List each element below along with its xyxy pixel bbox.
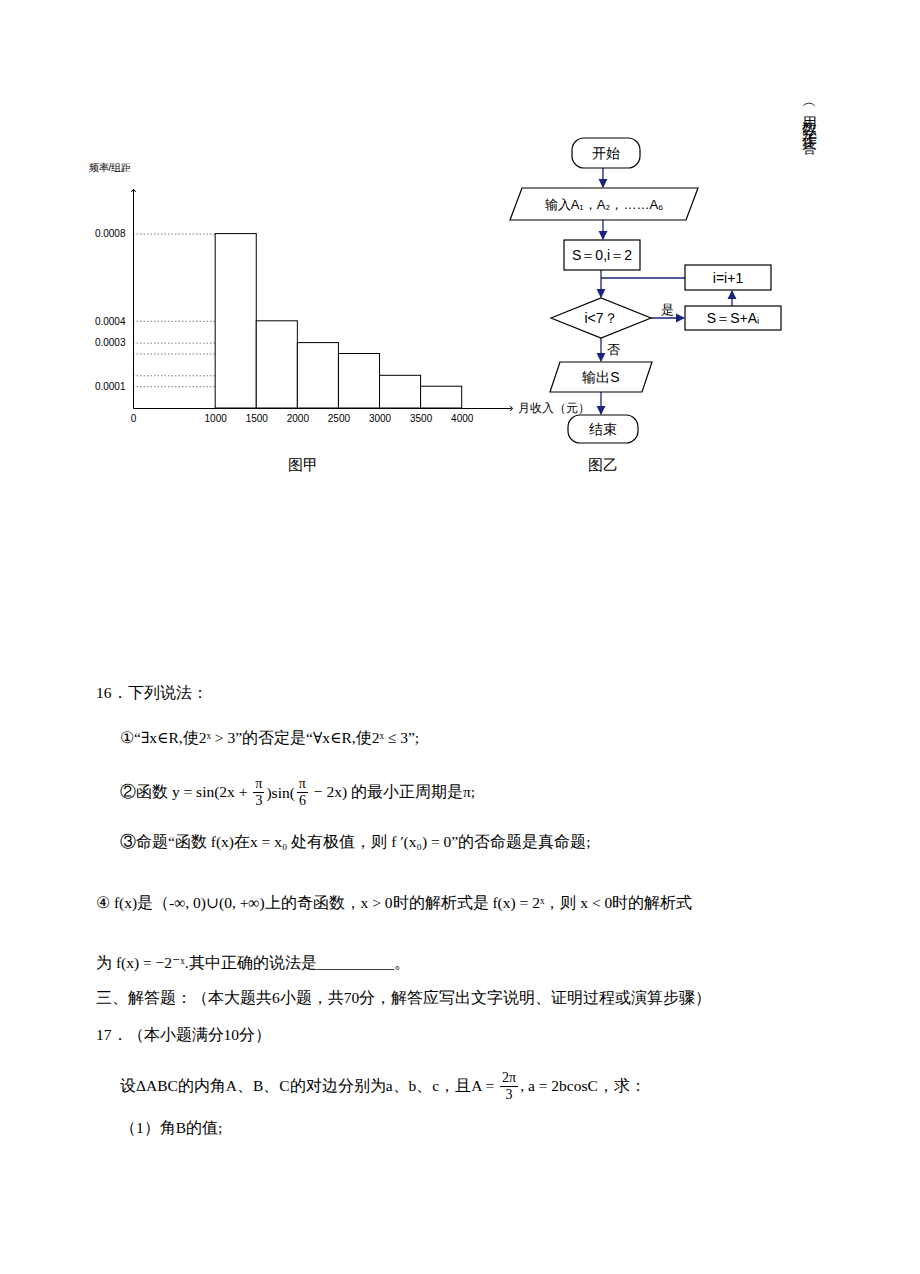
html-text:3: 3 [505, 1087, 513, 1103]
svg-text:3500: 3500 [410, 413, 433, 424]
svg-text:0: 0 [131, 413, 137, 424]
svg-text:0.0008: 0.0008 [95, 228, 126, 239]
svg-text:0.0001: 0.0001 [95, 381, 126, 392]
html-text:④ f(x)是（-∞, 0)∪(0, +∞)上的奇函数，x: ④ f(x)是（-∞, 0)∪(0, +∞)上的奇函数，x > 0时的解析式是 … [96, 894, 693, 911]
html-text:①“∃x∈R,使2ˣ > 3”的否定是“∀x∈R,使2ˣ ≤: ①“∃x∈R,使2ˣ > 3”的否定是“∀x∈R,使2ˣ ≤ 3”; [120, 729, 420, 746]
svg-text:开始: 开始 [592, 145, 620, 161]
html-text:图乙: 图乙 [588, 457, 618, 473]
svg-text:频率/组距: 频率/组距 [89, 162, 132, 173]
svg-text:i<7？: i<7？ [584, 310, 617, 326]
svg-text:S＝S+Aᵢ: S＝S+Aᵢ [707, 310, 759, 326]
svg-text:是: 是 [661, 302, 674, 317]
svg-text:3000: 3000 [369, 413, 392, 424]
svg-text:2000: 2000 [287, 413, 310, 424]
svg-text:S＝0,i＝2: S＝0,i＝2 [572, 247, 632, 263]
svg-text:1500: 1500 [246, 413, 269, 424]
svg-text:0.0003: 0.0003 [95, 337, 126, 348]
svg-text:月收入（元）: 月收入（元） [518, 401, 584, 415]
html-text:③命题“函数 f(x)在x = x₀ 处有极值，则 f ′(: ③命题“函数 f(x)在x = x₀ 处有极值，则 f ′(x₀) = 0”的否… [120, 833, 591, 850]
svg-text:否: 否 [607, 342, 620, 357]
svg-text:2500: 2500 [328, 413, 351, 424]
html-text:为 f(x) = −2⁻ˣ.其中正确的说法是________: 为 f(x) = −2⁻ˣ.其中正确的说法是__________。 [96, 954, 411, 971]
svg-text:0.0004: 0.0004 [95, 316, 126, 327]
svg-text:1000: 1000 [205, 413, 228, 424]
html-text:17．（本小题满分10分）: 17．（本小题满分10分） [96, 1026, 271, 1043]
svg-text:结束: 结束 [589, 421, 617, 437]
svg-text:输入A₁，A₂，……A₆: 输入A₁，A₂，……A₆ [545, 197, 664, 212]
svg-text:4000: 4000 [451, 413, 474, 424]
html-text:（1）角B的值;: （1）角B的值; [120, 1119, 223, 1136]
html-text:②函数 y = sin(2x + π: ②函数 y = sin(2x + π [120, 776, 263, 801]
html-text:（用数字作答）: （用数字作答） [802, 98, 818, 140]
html-text:3 )sin( π: 3 )sin( π [255, 776, 306, 809]
svg-text:i=i+1: i=i+1 [713, 270, 744, 286]
svg-text:输出S: 输出S [582, 369, 619, 385]
html-text:16．下列说法：: 16．下列说法： [96, 684, 208, 701]
html-text:, a = 2bcosC，求：: , a = 2bcosC，求： [520, 1077, 646, 1095]
html-text:图甲: 图甲 [288, 457, 318, 473]
html-text:6 − 2x) 的最小正周期是π;: 6 − 2x) 的最小正周期是π; [298, 783, 476, 809]
html-text:三、解答题：（本大题共6小题，共70分，解答应写出文字说明、: 三、解答题：（本大题共6小题，共70分，解答应写出文字说明、证明过程或演算步骤） [96, 989, 712, 1006]
html-text:设ΔABC的内角A、B、C的对边分别为a、b、c，且A =: 设ΔABC的内角A、B、C的对边分别为a、b、c，且A = 2π [120, 1070, 517, 1095]
